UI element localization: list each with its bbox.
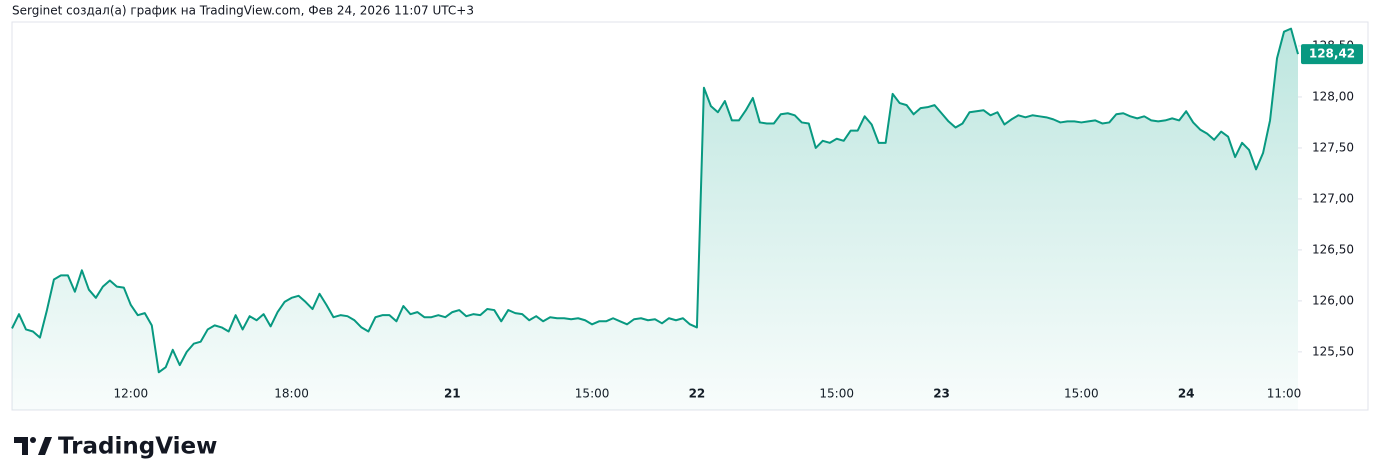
y-tick-label: 126,00 xyxy=(1312,293,1354,307)
y-tick-label: 127,50 xyxy=(1312,140,1354,154)
y-tick-label: 126,50 xyxy=(1312,242,1354,256)
brand-logo xyxy=(14,437,52,455)
y-tick-label: 127,00 xyxy=(1312,191,1354,205)
y-tick-label: 125,50 xyxy=(1312,344,1354,358)
area xyxy=(12,28,1298,410)
line xyxy=(11,27,1299,374)
price-label-box xyxy=(1301,44,1363,65)
chart-title: Serginet создал(а) график на TradingView… xyxy=(12,4,474,18)
brand-name: TradingView xyxy=(58,434,217,460)
y-tick-label: 128,00 xyxy=(1312,89,1354,103)
price-label: 128,42 xyxy=(1309,47,1355,61)
